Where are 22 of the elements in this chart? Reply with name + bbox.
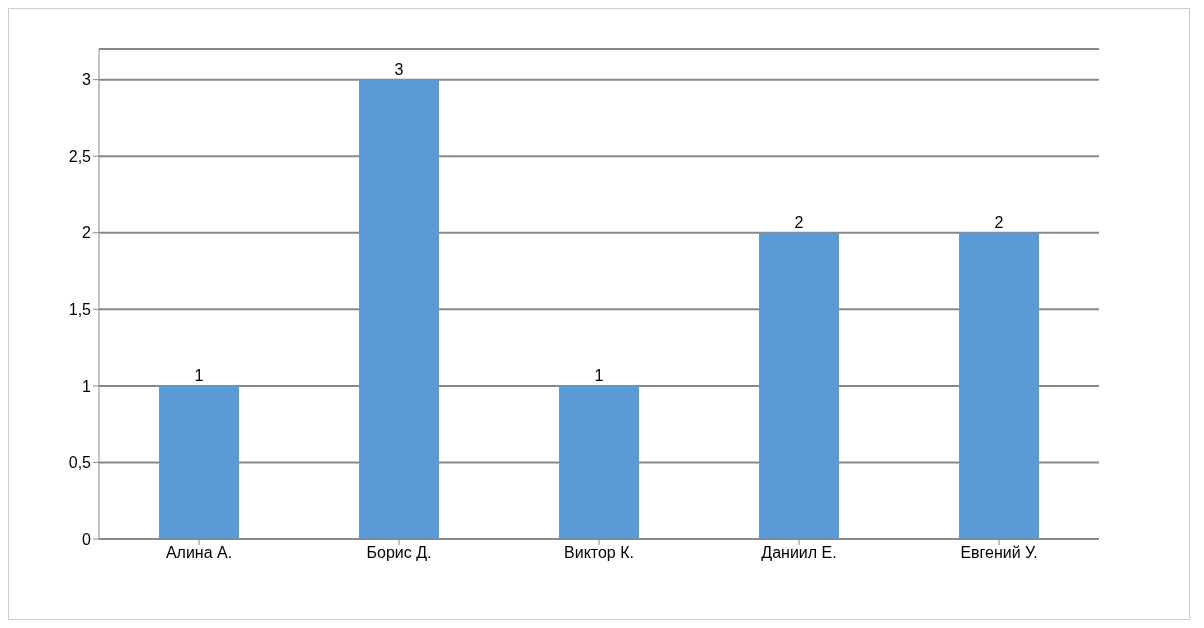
y-tick-label: 1: [82, 377, 92, 395]
data-label: 2: [794, 213, 804, 231]
bar: [359, 79, 439, 539]
x-tick-label: Виктор К.: [564, 544, 634, 562]
bar: [959, 232, 1039, 539]
x-tick-label: Евгений У.: [960, 544, 1038, 562]
y-tick-label: 0: [82, 530, 92, 548]
data-label: 2: [994, 213, 1004, 231]
data-label: 1: [594, 366, 604, 384]
data-label: 1: [194, 366, 204, 384]
y-tick-label: 2: [82, 224, 92, 242]
x-tick-label: Даниил Е.: [761, 544, 837, 562]
data-label: 3: [394, 60, 404, 78]
y-tick-label: 0,5: [68, 454, 92, 472]
bar: [559, 385, 639, 539]
y-tick-label: 2,5: [68, 147, 92, 165]
bar: [159, 385, 239, 539]
x-tick-label: Алина А.: [165, 544, 233, 562]
bar: [759, 232, 839, 539]
y-tick-label: 1,5: [68, 300, 92, 318]
x-tick-label: Борис Д.: [366, 544, 432, 562]
y-tick-label: 3: [82, 71, 92, 89]
